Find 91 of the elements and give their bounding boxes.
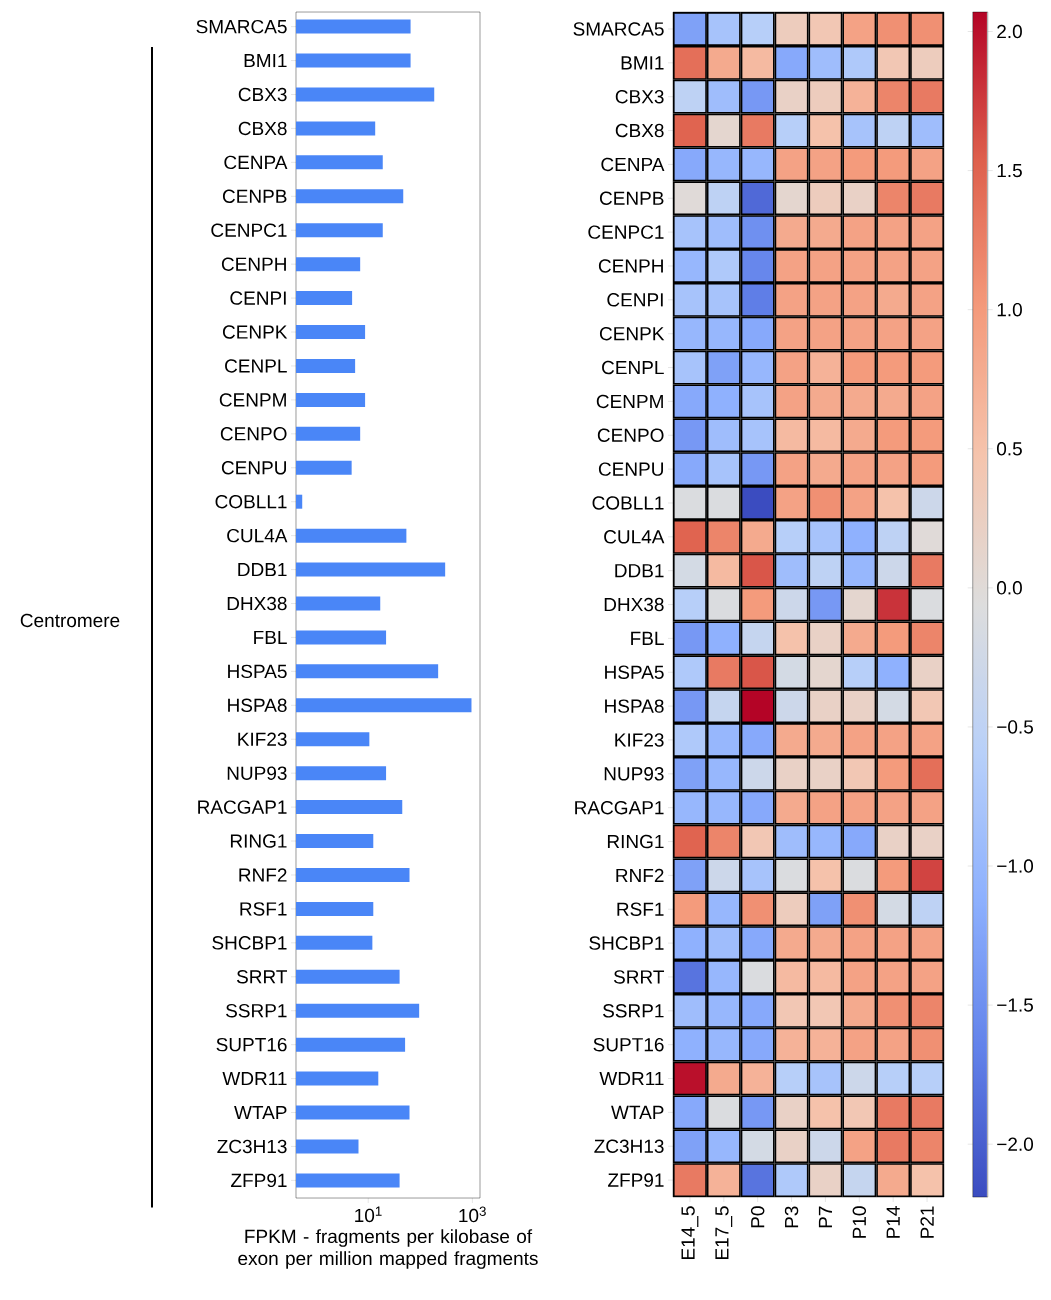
color-bar-label: −0.5: [997, 720, 1033, 734]
y-tick-label: CENPO: [597, 428, 664, 442]
y-tick-label: CENPU: [221, 461, 286, 475]
y-tick-label: SSRP1: [603, 1004, 664, 1018]
y-tick-label: RACGAP1: [575, 800, 664, 815]
y-tick-label: COBLL1: [592, 496, 664, 510]
x-tick-label: P10: [852, 1206, 867, 1238]
y-tick-label: HSPA5: [605, 665, 664, 679]
y-tick-label: KIF23: [615, 733, 664, 747]
y-tick-label: CENPB: [222, 189, 287, 204]
color-bar-label: −1.5: [997, 998, 1033, 1012]
y-tick-label: CENPA: [601, 157, 665, 172]
y-tick-label: CENPB: [599, 191, 664, 205]
y-tick-label: RNF2: [616, 868, 664, 883]
y-tick-label: NUP93: [227, 766, 287, 780]
y-tick-label: CENPK: [599, 326, 665, 341]
y-tick-label: CENPL: [602, 360, 664, 375]
color-bar-label: 2.0: [997, 24, 1022, 39]
y-tick-label: NUP93: [604, 767, 664, 781]
y-tick-label: HSPA8: [605, 699, 664, 713]
y-tick-label: HSPA8: [228, 698, 287, 713]
y-tick-label: WDR11: [599, 1072, 664, 1086]
color-bar-label: −2.0: [997, 1137, 1034, 1151]
y-tick-label: CENPM: [219, 393, 286, 407]
y-tick-label: CENPA: [224, 155, 288, 170]
y-tick-label: DDB1: [238, 563, 287, 577]
color-bar-label: 0.5: [997, 442, 1022, 456]
x-tick-label: E14_5: [681, 1206, 699, 1259]
y-tick-label: SUPT16: [593, 1037, 664, 1052]
x-tick-label: E17_5: [715, 1206, 733, 1259]
y-tick-label: CENPH: [598, 259, 663, 273]
y-tick-label: CENPK: [222, 325, 288, 339]
color-bar-label: 0.0: [997, 581, 1022, 595]
y-tick-label: CUL4A: [227, 528, 288, 543]
y-tick-label: BMI1: [621, 56, 664, 70]
y-tick-label: FBL: [254, 630, 287, 644]
y-tick-label: HSPA5: [228, 664, 287, 679]
y-tick-label: CBX8: [238, 121, 287, 136]
y-tick-label: SHCBP1: [212, 936, 287, 950]
y-tick-label: FBL: [631, 631, 664, 645]
x-tick-label: P21: [920, 1206, 934, 1238]
y-tick-label: CBX8: [615, 123, 664, 138]
y-tick-label: SUPT16: [216, 1037, 287, 1052]
y-tick-label: CENPI: [607, 293, 663, 307]
x-tick-label: P14: [886, 1206, 900, 1238]
y-tick-label: BMI1: [244, 54, 287, 68]
color-bar-label: 1.5: [997, 163, 1022, 178]
y-tick-label: RNF2: [239, 868, 287, 882]
x-tick-label: 10$^{3}$: [459, 1206, 486, 1223]
y-tick-label: RACGAP1: [198, 800, 287, 814]
y-tick-label: CENPU: [598, 462, 663, 476]
color-bar-label: −1.0: [997, 859, 1034, 873]
y-tick-label: CENPC1: [211, 223, 287, 237]
y-tick-label: SMARCA5: [573, 22, 664, 36]
x-tick-label: P0: [750, 1206, 765, 1228]
y-tick-label: CBX3: [615, 89, 664, 104]
y-tick-label: RSF1: [617, 902, 664, 916]
y-tick-label: SHCBP1: [589, 936, 664, 950]
y-tick-label: ZFP91: [608, 1173, 664, 1187]
y-tick-label: ZC3H13: [594, 1139, 664, 1153]
y-tick-label: CUL4A: [604, 530, 665, 544]
y-tick-label: SSRP1: [226, 1003, 287, 1018]
y-tick-label: DHX38: [604, 597, 664, 612]
y-tick-label: DDB1: [615, 564, 664, 578]
y-tick-label: CBX3: [238, 87, 287, 102]
y-tick-label: ZC3H13: [217, 1139, 287, 1154]
y-tick-label: SRRT: [613, 970, 665, 984]
y-tick-label: CENPH: [221, 257, 286, 271]
y-tick-label: WTAP: [611, 1105, 664, 1119]
y-tick-label: COBLL1: [215, 494, 287, 509]
y-tick-label: CENPO: [220, 427, 287, 441]
y-tick-label: RSF1: [240, 902, 287, 916]
y-tick-label: RING1: [230, 834, 287, 848]
y-tick-label: CENPC1: [588, 225, 664, 239]
y-tick-label: CENPI: [230, 291, 286, 305]
x-axis-title: FPKM - fragments per kilobase of exon per million mapped fragments: [238, 1229, 538, 1269]
x-tick-label: 10$^{1}$: [355, 1206, 382, 1223]
x-tick-label: P7: [818, 1206, 832, 1228]
y-tick-label: DHX38: [227, 596, 287, 611]
text: Centromere: [20, 613, 120, 628]
y-tick-label: ZFP91: [231, 1173, 287, 1188]
x-tick-label: P3: [784, 1206, 799, 1228]
y-tick-label: WDR11: [222, 1072, 287, 1086]
y-tick-label: SRRT: [236, 970, 288, 984]
y-tick-label: SMARCA5: [196, 19, 287, 34]
y-tick-label: WTAP: [234, 1105, 287, 1120]
y-tick-label: CENPL: [225, 359, 287, 373]
y-tick-label: CENPM: [596, 394, 663, 409]
y-tick-label: RING1: [607, 834, 664, 849]
y-tick-label: KIF23: [238, 732, 287, 746]
color-bar-label: 1.0: [997, 302, 1022, 317]
